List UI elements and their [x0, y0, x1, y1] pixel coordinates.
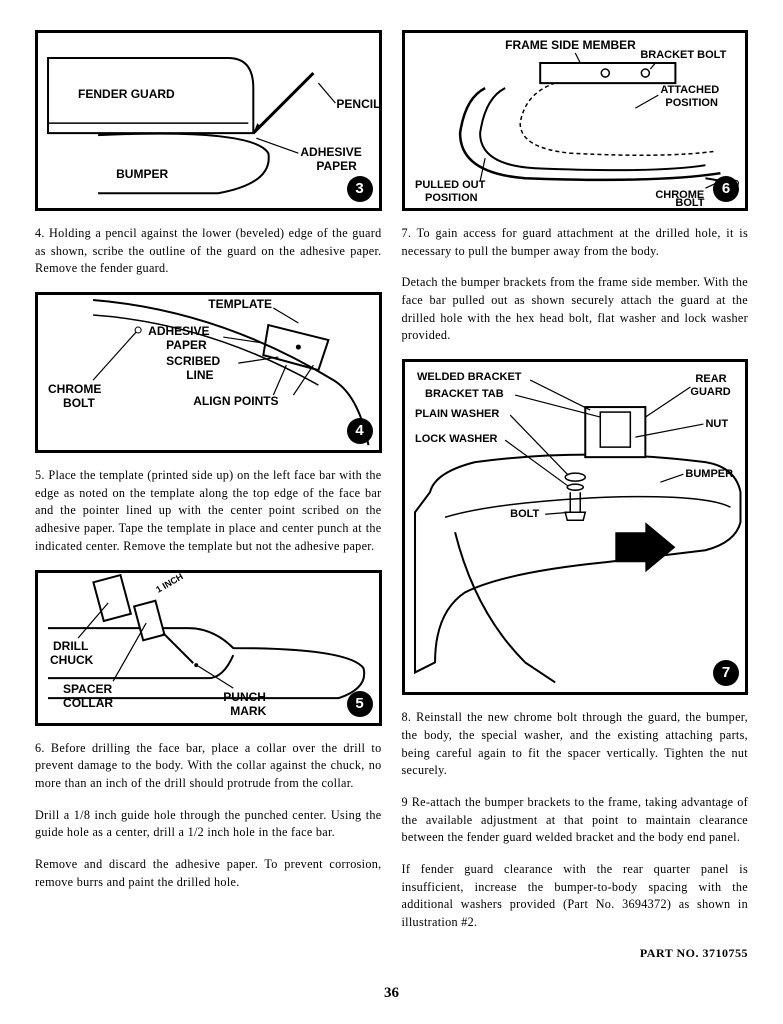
svg-text:PAPER: PAPER	[316, 159, 357, 173]
svg-text:PLAIN WASHER: PLAIN WASHER	[415, 408, 499, 420]
svg-text:PUNCH: PUNCH	[223, 690, 266, 704]
svg-text:WELDED BRACKET: WELDED BRACKET	[417, 371, 522, 383]
svg-text:BRACKET TAB: BRACKET TAB	[425, 388, 504, 400]
svg-text:ADHESIVE: ADHESIVE	[300, 145, 361, 159]
svg-text:LOCK WASHER: LOCK WASHER	[415, 433, 498, 445]
svg-text:FRAME SIDE MEMBER: FRAME SIDE MEMBER	[505, 38, 636, 52]
paragraph-5: 5. Place the template (printed side up) …	[35, 467, 382, 555]
svg-text:COLLAR: COLLAR	[63, 696, 113, 710]
paragraph-9b: If fender guard clearance with the rear …	[402, 861, 749, 932]
figure-7: WELDED BRACKET BRACKET TAB PLAIN WASHER …	[402, 359, 749, 695]
svg-text:CHUCK: CHUCK	[50, 653, 94, 667]
svg-text:ATTACHED: ATTACHED	[660, 84, 719, 96]
paragraph-4: 4. Holding a pencil against the lower (b…	[35, 225, 382, 278]
svg-text:FENDER GUARD: FENDER GUARD	[78, 87, 175, 101]
svg-text:BOLT: BOLT	[63, 396, 95, 410]
svg-text:BOLT: BOLT	[675, 197, 704, 208]
svg-text:BUMPER: BUMPER	[685, 468, 733, 480]
svg-text:PENCIL: PENCIL	[336, 97, 378, 111]
svg-text:PULLED OUT: PULLED OUT	[415, 179, 486, 191]
left-column: PENCIL FENDER GUARD ADHESIVE PAPER BUMPE…	[35, 30, 382, 961]
svg-text:PAPER: PAPER	[166, 338, 207, 352]
svg-text:1 INCH: 1 INCH	[154, 573, 185, 595]
svg-text:POSITION: POSITION	[665, 97, 718, 109]
figure-number: 7	[713, 660, 739, 686]
figure-3: PENCIL FENDER GUARD ADHESIVE PAPER BUMPE…	[35, 30, 382, 211]
figure-6: FRAME SIDE MEMBER BRACKET BOLT ATTACHED …	[402, 30, 749, 211]
part-number: PART NO. 3710755	[402, 946, 749, 961]
figure-4: CHROME BOLT TEMPLATE ADHESIVE PAPER SCRI…	[35, 292, 382, 453]
svg-text:LINE: LINE	[186, 368, 213, 382]
svg-text:SCRIBED: SCRIBED	[166, 354, 220, 368]
figure-5: 1 INCH DRILL CHUCK SPACER COLLAR PUNCH M…	[35, 570, 382, 726]
svg-text:TEMPLATE: TEMPLATE	[208, 297, 272, 311]
svg-text:DRILL: DRILL	[53, 639, 88, 653]
paragraph-7a: 7. To gain access for guard attachment a…	[402, 225, 749, 260]
svg-text:MARK: MARK	[230, 704, 266, 718]
paragraph-9a: 9 Re-attach the bumper brackets to the f…	[402, 794, 749, 847]
svg-text:POSITION: POSITION	[425, 192, 478, 204]
paragraph-7b: Detach the bumper brackets from the fram…	[402, 274, 749, 345]
paragraph-8: 8. Reinstall the new chrome bolt through…	[402, 709, 749, 780]
svg-text:REAR: REAR	[695, 373, 726, 385]
paragraph-6b: Drill a 1/8 inch guide hole through the …	[35, 807, 382, 842]
svg-text:NUT: NUT	[705, 418, 728, 430]
figure-number: 3	[347, 176, 373, 202]
svg-text:BOLT: BOLT	[510, 508, 539, 520]
figure-number: 5	[347, 691, 373, 717]
paragraph-6a: 6. Before drilling the face bar, place a…	[35, 740, 382, 793]
svg-text:ADHESIVE: ADHESIVE	[148, 324, 209, 338]
figure-number: 6	[713, 176, 739, 202]
paragraph-6c: Remove and discard the adhesive paper. T…	[35, 856, 382, 891]
svg-text:BUMPER: BUMPER	[116, 167, 168, 181]
svg-text:CHROME: CHROME	[48, 382, 101, 396]
svg-text:GUARD: GUARD	[690, 386, 730, 398]
right-column: FRAME SIDE MEMBER BRACKET BOLT ATTACHED …	[402, 30, 749, 961]
svg-text:BRACKET BOLT: BRACKET BOLT	[640, 49, 726, 61]
svg-text:ALIGN POINTS: ALIGN POINTS	[193, 394, 278, 408]
page-number: 36	[0, 985, 783, 1002]
svg-text:SPACER: SPACER	[63, 682, 112, 696]
figure-number: 4	[347, 418, 373, 444]
